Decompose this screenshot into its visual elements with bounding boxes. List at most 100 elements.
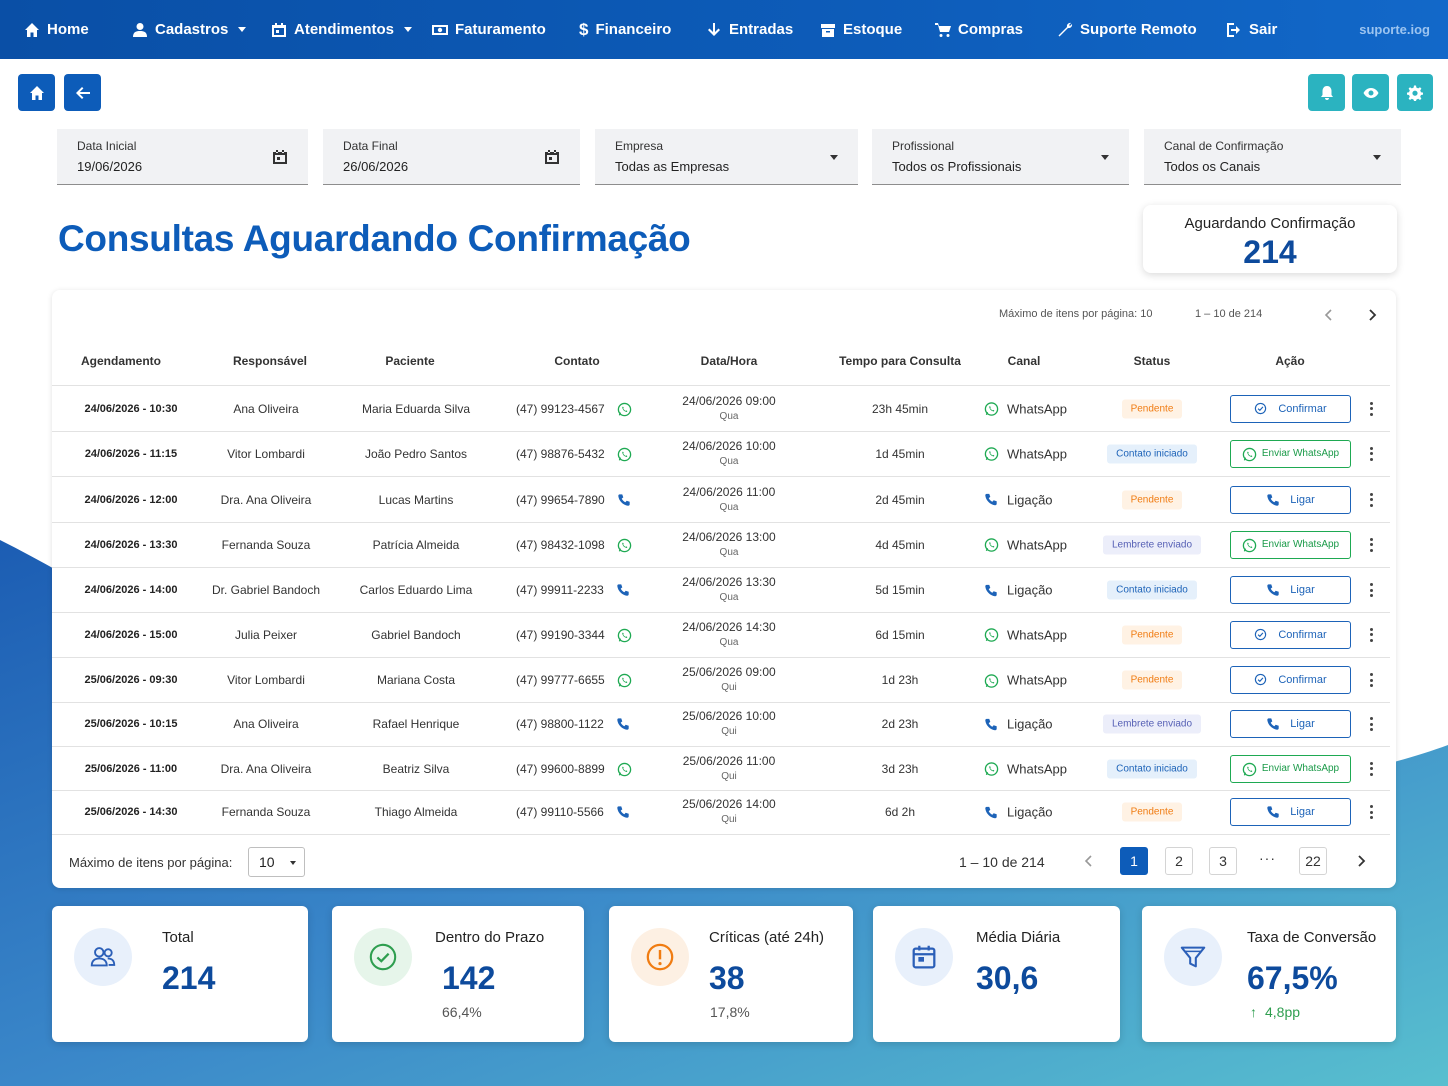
action-button[interactable]: Ligar — [1230, 710, 1351, 738]
action-button[interactable]: Enviar WhatsApp — [1230, 754, 1351, 783]
chevron-right-icon — [1369, 309, 1377, 321]
contact-cell: (47) 99777-6655 — [516, 673, 631, 688]
action-label: Ligar — [1290, 584, 1315, 596]
top-next-page-button[interactable] — [1361, 304, 1383, 326]
channel-cell: Ligação — [984, 492, 1053, 507]
table-row[interactable]: 25/06/2026 - 14:30 Fernanda Souza Thiago A… — [52, 790, 1390, 834]
top-prev-page-button[interactable] — [1318, 304, 1340, 326]
filter-data-inicial[interactable]: Data Inicial 19/06/2026 — [57, 129, 308, 185]
stat-sub: 17,8% — [710, 1004, 750, 1020]
whatsapp-icon[interactable] — [617, 538, 631, 552]
table-row[interactable]: 24/06/2026 - 15:00 Julia Peixer Gabriel Ba… — [52, 612, 1390, 657]
nav-suporte-remoto[interactable]: Suporte Remoto — [1057, 0, 1197, 59]
action-button[interactable]: Confirmar — [1230, 620, 1351, 649]
table-row[interactable]: 25/06/2026 - 09:30 Vitor Lombardi Mariana … — [52, 658, 1390, 702]
more-options-icon[interactable] — [1364, 581, 1378, 599]
table-row[interactable]: 25/06/2026 - 11:00 Dra. Ana Oliveira Beatr… — [52, 747, 1390, 790]
whatsapp-icon[interactable] — [617, 447, 631, 461]
phone-icon[interactable] — [616, 717, 630, 731]
nav-home[interactable]: Home — [24, 0, 89, 59]
filter-data-final[interactable]: Data Final 26/06/2026 — [323, 129, 580, 185]
table-row[interactable]: 24/06/2026 - 13:30 Fernanda Souza Patrícia… — [52, 522, 1390, 567]
action-button[interactable]: Ligar — [1230, 485, 1351, 514]
phone-icon[interactable] — [616, 583, 630, 597]
nav-financeiro[interactable]: $ Financeiro — [579, 0, 671, 59]
more-options-icon[interactable] — [1364, 491, 1378, 509]
phone-icon — [1266, 583, 1280, 597]
status-cell: Lembrete enviado — [1092, 714, 1212, 734]
time-to-consult: 1d 23h — [881, 673, 919, 687]
nav-cadastros[interactable]: Cadastros — [132, 0, 247, 59]
filter-profissional[interactable]: Profissional Todos os Profissionais — [872, 129, 1129, 185]
page-button-last[interactable]: 22 — [1299, 847, 1327, 875]
more-options-icon[interactable] — [1364, 626, 1378, 644]
table-row[interactable]: 24/06/2026 - 14:00 Dr. Gabriel Bandoch Car… — [52, 568, 1390, 612]
appointment-datetime: 24/06/2026 - 10:30 — [84, 402, 178, 415]
table-row[interactable]: 24/06/2026 - 10:30 Ana Oliveira Maria Edua… — [52, 386, 1390, 431]
home-button[interactable] — [18, 74, 55, 111]
whatsapp-icon[interactable] — [617, 402, 631, 416]
channel-label: Ligação — [1007, 804, 1053, 820]
whatsapp-icon[interactable] — [617, 762, 631, 776]
back-button[interactable] — [64, 74, 101, 111]
chevron-down-icon — [1373, 155, 1381, 160]
stat-sub: ↑ 4,8pp — [1250, 1004, 1300, 1020]
phone-icon[interactable] — [617, 493, 631, 507]
filter-label: Canal de Confirmação — [1164, 139, 1284, 153]
calendar-icon[interactable] — [544, 149, 560, 165]
nav-entradas[interactable]: Entradas — [706, 0, 793, 59]
prev-page-button[interactable] — [1079, 851, 1099, 871]
page-button-3[interactable]: 3 — [1209, 847, 1237, 875]
status-badge: Pendente — [1121, 670, 1183, 690]
notifications-button[interactable] — [1308, 74, 1345, 111]
action-button[interactable]: Enviar WhatsApp — [1230, 439, 1351, 468]
table-row[interactable]: 24/06/2026 - 12:00 Dra. Ana Oliveira Lucas… — [52, 477, 1390, 522]
nav-label: Atendimentos — [294, 21, 395, 38]
channel-label: WhatsApp — [1007, 537, 1067, 552]
table-row[interactable]: 25/06/2026 - 10:15 Ana Oliveira Rafael Hen… — [52, 702, 1390, 746]
stat-value: 67,5% — [1247, 960, 1338, 996]
consult-datetime: 24/06/2026 13:00 — [682, 529, 776, 544]
nav-label: Financeiro — [595, 21, 672, 38]
page-button-2[interactable]: 2 — [1165, 847, 1193, 875]
phone-icon[interactable] — [616, 805, 630, 819]
more-options-icon[interactable] — [1364, 671, 1378, 689]
more-options-icon[interactable] — [1364, 400, 1378, 418]
per-page-select[interactable]: 10 — [248, 847, 305, 877]
whatsapp-icon — [984, 538, 999, 552]
nav-sair[interactable]: Sair — [1226, 0, 1277, 59]
more-options-icon[interactable] — [1364, 760, 1378, 778]
more-options-icon[interactable] — [1364, 536, 1378, 554]
filter-canal[interactable]: Canal de Confirmação Todos os Canais — [1144, 129, 1401, 185]
appointment-datetime: 24/06/2026 - 14:00 — [84, 584, 178, 596]
calendar-icon[interactable] — [272, 149, 288, 165]
more-options-icon[interactable] — [1364, 803, 1378, 821]
nav-compras[interactable]: Compras — [935, 0, 1023, 59]
table-row[interactable]: 24/06/2026 - 11:15 Vitor Lombardi João Ped… — [52, 431, 1390, 476]
action-button[interactable]: Confirmar — [1230, 666, 1351, 694]
settings-button[interactable] — [1397, 74, 1433, 111]
nav-atendimentos[interactable]: Atendimentos — [271, 0, 413, 59]
view-button[interactable] — [1352, 74, 1389, 111]
filter-value: 19/06/2026 — [77, 159, 143, 174]
more-options-icon[interactable] — [1364, 715, 1378, 733]
nav-faturamento[interactable]: Faturamento — [432, 0, 546, 59]
action-button[interactable]: Confirmar — [1230, 394, 1351, 423]
filter-empresa[interactable]: Empresa Todas as Empresas — [595, 129, 858, 185]
action-label: Confirmar — [1278, 674, 1327, 686]
arrow-up-icon: ↑ — [1250, 1004, 1257, 1020]
action-button[interactable]: Ligar — [1230, 576, 1351, 604]
nav-estoque[interactable]: Estoque — [820, 0, 902, 59]
action-button[interactable]: Ligar — [1230, 798, 1351, 826]
action-button[interactable]: Enviar WhatsApp — [1230, 530, 1351, 559]
page-button-1[interactable]: 1 — [1120, 847, 1148, 875]
channel-cell: Ligação — [984, 805, 1053, 820]
whatsapp-icon[interactable] — [617, 628, 631, 642]
wrench-icon — [1058, 22, 1073, 36]
whatsapp-icon[interactable] — [617, 673, 631, 688]
next-page-button[interactable] — [1351, 851, 1371, 871]
more-options-icon[interactable] — [1364, 445, 1378, 463]
status-badge: Pendente — [1121, 802, 1183, 822]
row-divider — [52, 746, 1390, 747]
channel-label: Ligação — [1007, 582, 1053, 598]
